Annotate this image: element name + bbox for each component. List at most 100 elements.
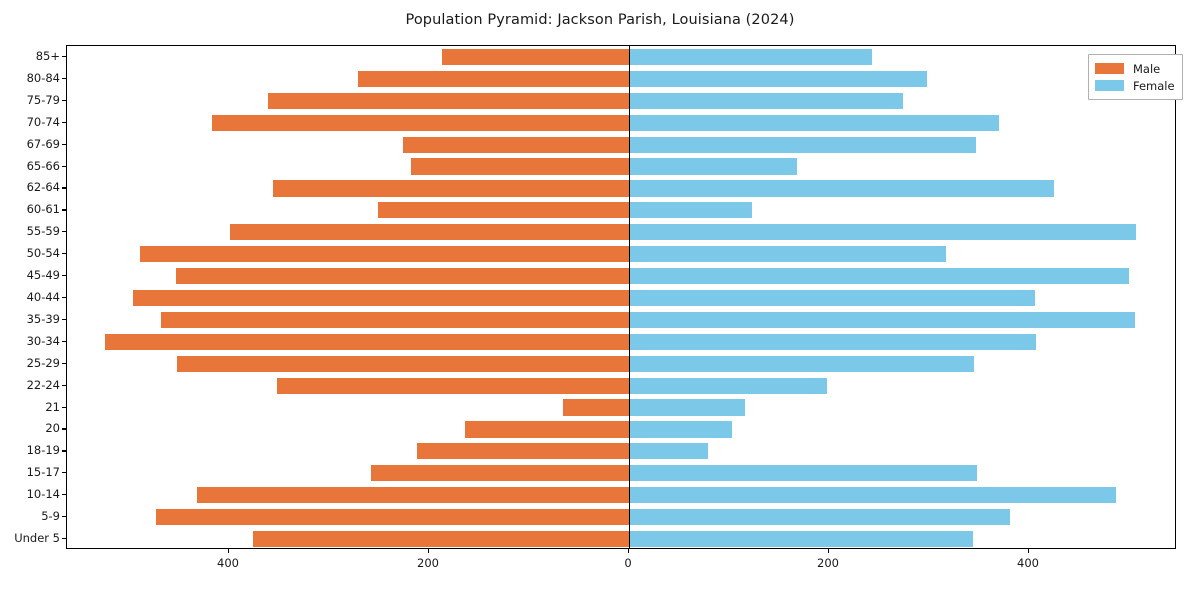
bar-row <box>67 246 1175 263</box>
y-axis-tick-label: 20 <box>45 421 60 436</box>
bar-row <box>67 509 1175 526</box>
y-axis-tick-label: 22-24 <box>26 377 60 392</box>
x-axis-tick-label: 0 <box>624 556 632 570</box>
y-axis-tick-mark <box>62 297 66 299</box>
x-axis-tick-mark <box>428 549 430 553</box>
bar-female <box>629 377 827 394</box>
y-axis-tick-label: 67-69 <box>26 136 60 151</box>
y-axis-tick-mark <box>62 165 66 167</box>
bar-male <box>133 289 629 307</box>
y-axis-tick-label: 50-54 <box>26 246 60 261</box>
y-axis-tick-label: 85+ <box>35 48 60 63</box>
bar-female <box>629 355 974 372</box>
y-axis-tick-mark <box>62 253 66 255</box>
bar-female <box>629 224 1136 241</box>
y-axis-tick-mark <box>62 384 66 386</box>
y-axis-tick-label: 35-39 <box>26 311 60 326</box>
y-axis-tick-label: 62-64 <box>26 180 60 195</box>
y-axis-tick-mark <box>62 362 66 364</box>
bar-female <box>629 530 973 548</box>
y-axis-tick-label: 45-49 <box>26 268 60 283</box>
bar-female <box>629 70 927 87</box>
bar-male <box>277 377 629 394</box>
bar-male <box>161 311 629 328</box>
bar-row <box>67 465 1175 482</box>
bar-male <box>176 267 629 285</box>
y-axis-tick-mark <box>62 494 66 496</box>
y-axis-tick-mark <box>62 275 66 277</box>
y-axis-tick-label: 60-61 <box>26 202 60 217</box>
x-axis-tick-mark <box>628 549 630 553</box>
bar-female <box>629 289 1035 307</box>
y-axis-tick-label: 75-79 <box>26 92 60 107</box>
bar-male <box>156 509 629 526</box>
bar-female <box>629 158 797 175</box>
bar-female <box>629 92 903 109</box>
bar-female <box>629 421 732 438</box>
bar-row <box>67 311 1175 328</box>
y-axis-labels: 85+ 80-84 75-79 70-74 67-69 65-66 62-64 60-61 55… <box>0 0 60 600</box>
y-axis-tick-label: Under 5 <box>14 531 60 546</box>
bar-male <box>268 92 629 109</box>
bar-male <box>212 114 629 131</box>
y-axis-tick-mark <box>62 55 66 58</box>
bar-row <box>67 355 1175 372</box>
chart-legend: Male Female <box>1088 54 1183 100</box>
x-axis-tick-label: 200 <box>417 556 439 570</box>
y-axis-tick-label: 80-84 <box>26 70 60 85</box>
y-axis-tick-label: 70-74 <box>26 114 60 129</box>
bar-row <box>67 224 1175 241</box>
bar-row <box>67 114 1175 131</box>
bar-row <box>67 443 1175 460</box>
bar-female <box>629 333 1036 350</box>
bar-male <box>442 48 629 66</box>
y-axis-tick-label: 55-59 <box>26 224 60 239</box>
legend-color-swatch <box>1095 63 1124 74</box>
y-axis-tick-mark <box>62 209 66 211</box>
bar-male <box>371 465 629 482</box>
bar-female <box>629 246 946 263</box>
y-axis-tick-label: 10-14 <box>26 487 60 502</box>
bar-row <box>67 48 1175 66</box>
y-axis-tick-mark <box>62 516 66 518</box>
legend-label: Male <box>1133 61 1161 76</box>
bar-female <box>629 180 1054 197</box>
y-axis-tick-label: 5-9 <box>41 509 60 524</box>
bar-female <box>629 48 872 66</box>
bar-row <box>67 158 1175 175</box>
y-axis-tick-mark <box>62 406 66 408</box>
bar-male <box>140 246 629 263</box>
bar-female <box>629 509 1010 526</box>
y-axis-tick-label: 15-17 <box>26 465 60 480</box>
bar-male <box>253 530 629 548</box>
bar-male <box>411 158 629 175</box>
y-axis-tick-mark <box>62 538 66 540</box>
y-axis-tick-mark <box>62 428 66 430</box>
y-axis-tick-label: 18-19 <box>26 443 60 458</box>
y-axis-tick-mark <box>62 231 66 233</box>
bar-male <box>403 136 629 153</box>
bar-row <box>67 136 1175 153</box>
legend-color-swatch <box>1095 80 1124 91</box>
bar-female <box>629 311 1135 328</box>
x-axis-tick-mark <box>1028 549 1030 553</box>
bar-female <box>629 114 999 131</box>
bar-female <box>629 465 977 482</box>
bar-row <box>67 202 1175 219</box>
bar-female <box>629 202 752 219</box>
x-axis-tick-mark <box>828 549 830 553</box>
y-axis-tick-mark <box>62 318 66 321</box>
y-axis-tick-mark <box>62 99 66 101</box>
bar-male <box>105 333 629 350</box>
bar-row <box>67 487 1175 504</box>
x-axis-tick-label: 400 <box>217 556 239 570</box>
y-axis-tick-label: 40-44 <box>26 290 60 304</box>
bar-row <box>67 399 1175 416</box>
y-axis-tick-mark <box>62 450 66 452</box>
bar-male <box>417 443 629 460</box>
x-axis-tick-label: 200 <box>817 556 839 570</box>
bar-male <box>358 70 629 87</box>
bar-female <box>629 487 1116 504</box>
y-axis-tick-mark <box>62 143 66 145</box>
bar-row <box>67 333 1175 350</box>
